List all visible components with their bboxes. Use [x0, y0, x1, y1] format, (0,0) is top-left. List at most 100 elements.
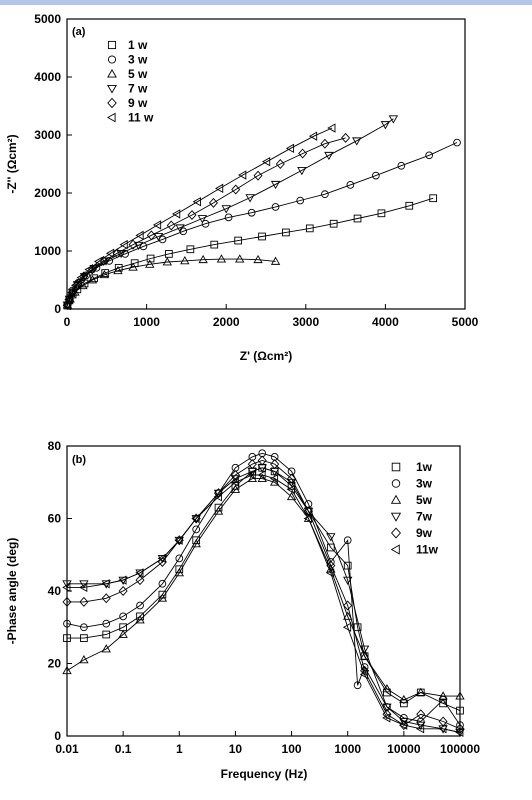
series-a-7-w [62, 115, 399, 310]
point-b-9w [455, 723, 465, 734]
point-b-5w [286, 491, 297, 501]
point-a-11-w [308, 131, 318, 141]
point-b-3w [353, 681, 362, 690]
y-axis-label-a: -Z'' (Ωcm²) [5, 134, 19, 193]
point-a-7-w [64, 295, 75, 304]
point-a-11-w [64, 295, 73, 305]
x-tick-label-a: 3000 [292, 315, 319, 329]
point-b-1w [102, 630, 111, 639]
point-a-1-w [305, 224, 314, 233]
fit-line-b-11w [67, 474, 461, 733]
point-b-9w [214, 488, 224, 499]
point-a-7-w [352, 137, 362, 146]
point-a-5-w [253, 254, 263, 264]
point-a-11-w [62, 300, 71, 311]
legend-label-a-9-w: 9 w [128, 96, 148, 110]
point-a-5-w [113, 265, 123, 275]
point-a-3-w [397, 161, 406, 170]
point-b-7w [326, 533, 336, 542]
point-a-3-w [371, 171, 380, 180]
point-a-9-w [298, 148, 308, 159]
legend-label-a-7-w: 7 w [128, 82, 148, 96]
point-a-7-w [388, 115, 399, 124]
y-tick-label-a: 0 [54, 302, 61, 316]
point-a-1-w [429, 194, 438, 203]
point-b-1w [80, 634, 88, 642]
legend-label-b-5w: 5w [416, 493, 433, 507]
point-a-9-w [231, 184, 241, 195]
point-a-1-w [329, 219, 338, 228]
point-a-9-w [166, 220, 176, 231]
point-a-9-w [253, 170, 263, 181]
point-b-11w [342, 622, 352, 632]
point-a-9-w [112, 248, 122, 259]
point-a-1-w [353, 214, 362, 223]
point-a-1-w [210, 240, 219, 249]
point-b-7w [174, 536, 184, 546]
point-a-7-w [101, 257, 111, 266]
point-b-11w [101, 579, 110, 589]
point-a-3-w [201, 219, 210, 228]
point-b-11w [455, 727, 464, 738]
point-a-9-w [208, 197, 218, 208]
series-b-9w [62, 455, 465, 734]
series-b-11w [62, 470, 464, 738]
point-a-11-w [94, 256, 103, 267]
point-a-7-w [297, 166, 307, 176]
point-b-11w [62, 582, 71, 593]
point-a-3-w [425, 151, 434, 160]
legend-marker-b-3w [391, 479, 401, 488]
y-tick-label-a: 5000 [34, 12, 61, 26]
series-a-5-w [62, 254, 281, 309]
point-b-9w [326, 560, 336, 571]
y-axis-label-b: -Phase angle (deg) [5, 538, 19, 645]
y-tick-label-a: 2000 [34, 186, 61, 200]
legend-label-a-3-w: 3 w [128, 53, 148, 67]
point-a-5-w [99, 269, 110, 279]
y-tick-label-a: 4000 [34, 70, 61, 84]
point-b-5w [399, 694, 409, 704]
legend-label-b-9w: 9w [416, 526, 433, 540]
point-a-7-w [324, 151, 334, 161]
point-a-1-w [101, 269, 110, 277]
point-a-5-w [270, 256, 281, 265]
point-a-11-w [105, 248, 115, 259]
point-b-5w [303, 513, 314, 522]
point-b-7w [343, 576, 353, 585]
point-b-11w [269, 473, 279, 484]
point-a-3-w [453, 138, 461, 147]
point-a-11-w [66, 288, 76, 298]
point-b-5w [79, 655, 89, 664]
point-a-7-w [270, 180, 281, 190]
series-b-5w [62, 473, 465, 704]
legend-label-b-7w: 7w [416, 510, 433, 524]
point-b-7w [359, 645, 370, 654]
point-b-5w [416, 687, 426, 696]
legend-marker-a-1-w [107, 40, 117, 50]
point-b-11w [415, 724, 425, 734]
fit-line-b-7w [67, 467, 461, 733]
point-b-5w [343, 611, 353, 620]
point-b-11w [247, 470, 256, 480]
legend-marker-b-7w [390, 512, 402, 522]
y-tick-label-b: 40 [48, 584, 62, 598]
series-a-9-w [62, 132, 351, 310]
point-a-9-w [68, 287, 78, 298]
point-b-7w [303, 507, 314, 517]
point-b-11w [438, 724, 447, 734]
y-tick-label-b: 80 [48, 439, 62, 453]
x-tick-label-b: 100000 [440, 742, 480, 756]
point-a-11-w [119, 239, 128, 250]
point-b-9w [303, 506, 313, 517]
legend-label-a-11-w: 11 w [128, 111, 154, 125]
point-b-9w [79, 596, 89, 607]
x-tick-label-b: 100 [282, 742, 302, 756]
legend-label-a-5-w: 5 w [128, 67, 148, 81]
point-b-11w [213, 492, 222, 502]
point-b-9w [118, 586, 128, 596]
series-b-1w [63, 463, 464, 715]
point-b-1w [456, 706, 464, 715]
legend-marker-b-1w [391, 462, 401, 472]
x-tick-label-a: 5000 [452, 315, 479, 329]
point-b-9w [230, 470, 240, 480]
